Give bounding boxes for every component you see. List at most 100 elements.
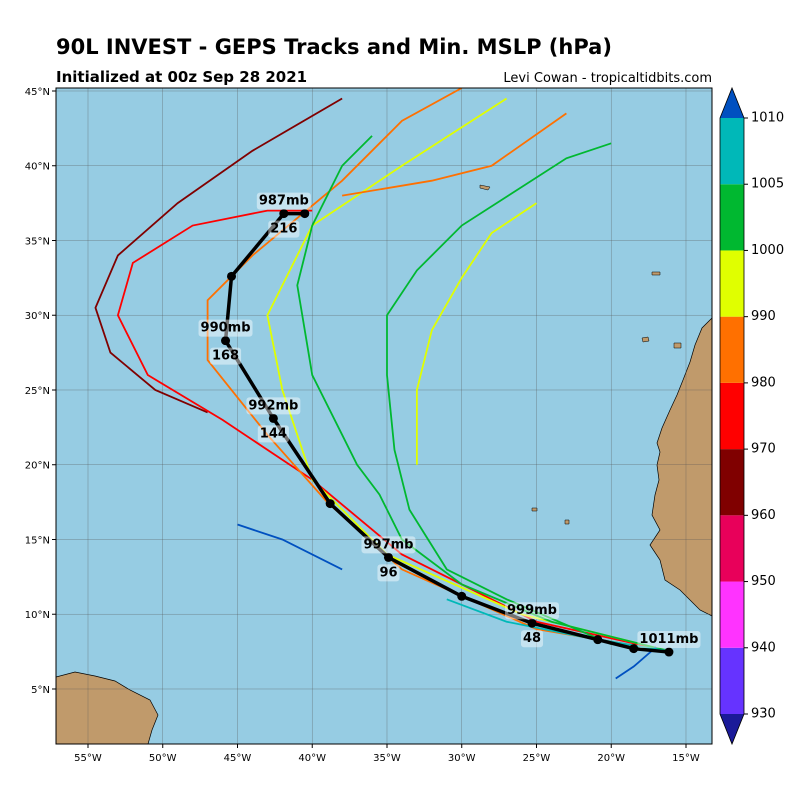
ensemble-track	[615, 646, 657, 680]
colorbar-tick-label: 930	[751, 707, 776, 722]
south-america	[56, 671, 159, 744]
y-tick-label: 5°N	[31, 685, 50, 696]
y-tick-label: 15°N	[25, 535, 50, 546]
subtitle: Initialized at 00z Sep 28 2021	[56, 68, 307, 86]
colorbar-segment	[720, 449, 744, 516]
y-tick-label: 45°N	[25, 87, 50, 98]
hour-label-box	[209, 347, 242, 365]
ensemble-track	[296, 135, 672, 653]
mslp-label: 992mb	[248, 398, 298, 413]
hour-label-box	[377, 564, 400, 582]
colorbar-tick-label: 1010	[751, 111, 784, 126]
x-tick-label: 25°W	[523, 753, 551, 764]
mean-point	[593, 635, 603, 645]
hour-label: 168	[212, 349, 239, 364]
colorbar-tick-label: 950	[751, 574, 776, 589]
colorbar-tick-label: 990	[751, 309, 776, 324]
hour-label-group: 144	[257, 425, 289, 443]
hour-label: 144	[260, 426, 287, 441]
x-tick-label: 30°W	[448, 753, 476, 764]
colorbar-segment	[720, 250, 744, 317]
colorbar-segment	[720, 118, 744, 185]
hour-label-box	[257, 425, 289, 443]
mslp-label-group: 992mb	[246, 397, 301, 415]
colorbar-segment	[720, 515, 744, 582]
mean-point	[227, 271, 237, 281]
ensemble-track	[341, 112, 567, 197]
mslp-label-box	[246, 397, 301, 415]
mean-point	[629, 644, 639, 654]
hour-label: 96	[379, 565, 397, 580]
mslp-label-box	[198, 319, 253, 337]
x-tick-label: 15°W	[672, 753, 700, 764]
colorbar-segment	[720, 316, 744, 383]
africa	[649, 317, 712, 617]
ensemble-track	[116, 209, 672, 653]
x-tick-label: 45°W	[224, 753, 252, 764]
mslp-label: 997mb	[363, 537, 413, 552]
colorbar-tick-label: 1005	[751, 177, 784, 192]
y-tick-label: 35°N	[25, 236, 50, 247]
mslp-label: 1011mb	[639, 632, 698, 647]
ocean	[56, 88, 712, 744]
mslp-label-group: 987mb	[256, 192, 311, 210]
x-tick-label: 35°W	[373, 753, 401, 764]
ensemble-track	[386, 142, 612, 645]
colorbar-tick-label: 1000	[751, 243, 784, 258]
ensemble-track	[237, 523, 343, 571]
colorbar-segment	[720, 581, 744, 648]
colorbar-segment	[720, 184, 744, 251]
plot-frame	[55, 87, 713, 745]
mean-point	[527, 618, 537, 628]
hour-label-group: 216	[268, 220, 300, 238]
mslp-label: 999mb	[507, 603, 557, 618]
x-tick-label: 55°W	[74, 753, 102, 764]
colorbar-tick-label: 940	[751, 640, 776, 655]
mslp-label-box	[637, 631, 701, 649]
mean-point	[221, 336, 231, 346]
y-tick-label: 40°N	[25, 162, 50, 173]
hour-label-group: 48	[520, 630, 544, 648]
mean-point	[664, 647, 674, 657]
mean-point	[300, 209, 310, 219]
credit: Levi Cowan - tropicaltidbits.com	[503, 71, 712, 86]
ensemble-track	[266, 97, 672, 653]
mean-point	[325, 499, 335, 509]
x-tick-label: 20°W	[597, 753, 625, 764]
ensemble-track	[415, 202, 537, 465]
ensemble-track	[446, 598, 672, 653]
mslp-label: 987mb	[259, 194, 309, 209]
colorbar-segment	[720, 647, 744, 714]
y-tick-label: 10°N	[25, 610, 50, 621]
colorbar-under	[720, 714, 744, 744]
x-tick-label: 50°W	[149, 753, 177, 764]
colorbar-segment	[720, 382, 744, 450]
colorbar-over	[720, 88, 744, 118]
y-tick-label: 30°N	[25, 311, 50, 322]
mean-point	[383, 552, 393, 562]
mean-point	[268, 413, 278, 423]
colorbar-tick-label: 970	[751, 442, 776, 457]
islands	[479, 184, 682, 525]
mslp-label-group: 999mb	[505, 602, 560, 620]
mslp-label-box	[256, 192, 311, 210]
hour-label-group: 168	[209, 347, 242, 365]
colorbar-tick-label: 960	[751, 508, 776, 523]
mslp-label: 990mb	[201, 321, 251, 336]
hour-label: 216	[270, 222, 297, 237]
ensemble-track	[94, 97, 343, 414]
mslp-label-group: 997mb	[361, 536, 416, 554]
colorbar-tick-label: 980	[751, 375, 776, 390]
x-tick-label: 40°W	[298, 753, 326, 764]
mean-point	[457, 591, 467, 601]
mean-point	[279, 209, 289, 219]
mslp-label-group: 990mb	[198, 319, 253, 337]
hour-label-box	[268, 220, 300, 238]
mslp-label-box	[361, 536, 416, 554]
mslp-label-group: 1011mb	[637, 631, 701, 649]
hour-label-box	[520, 630, 544, 648]
y-tick-label: 20°N	[25, 461, 50, 472]
mslp-label-box	[505, 602, 560, 620]
hour-label: 48	[523, 631, 541, 646]
